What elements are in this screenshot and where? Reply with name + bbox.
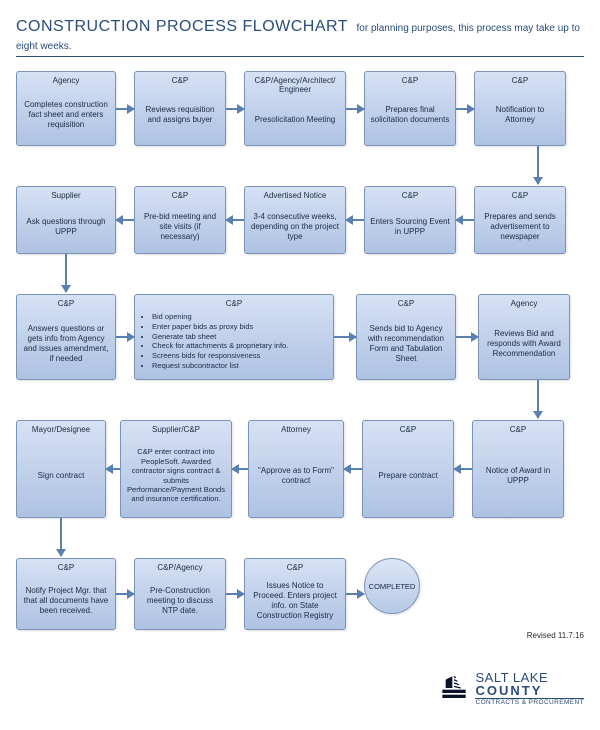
arrow-left-icon [344, 468, 362, 470]
arrow-right-icon [116, 108, 134, 110]
arrow-down-icon [537, 380, 539, 418]
node-preconstruction-meeting: C&P/Agency Pre-Construction meeting to d… [134, 558, 226, 630]
node-notice-award: C&P Notice of Award in UPPP [472, 420, 564, 518]
node-prepare-contract: C&P Prepare contract [362, 420, 454, 518]
arrow-right-icon [346, 108, 364, 110]
node-supplier-questions: Supplier Ask questions through UPPP [16, 186, 116, 254]
arrow-left-icon [232, 468, 248, 470]
revised-date: Revised 11.7.16 [527, 631, 584, 640]
logo-text: SALT LAKE COUNTY CONTRACTS & PROCUREMENT [475, 671, 584, 707]
flowchart: Agency Completes construction fact sheet… [16, 71, 584, 630]
node-notify-attorney: C&P Notification to Attorney [474, 71, 566, 146]
node-final-docs: C&P Prepares final solicitation document… [364, 71, 456, 146]
node-notice-proceed: C&P Issues Notice to Proceed. Enters pro… [244, 558, 346, 630]
row-5: C&P Notify Project Mgr. that that all do… [16, 558, 584, 630]
node-bid-opening: C&P Bid opening Enter paper bids as prox… [134, 294, 334, 380]
arrow-left-icon [346, 219, 364, 221]
node-notify-pm: C&P Notify Project Mgr. that that all do… [16, 558, 116, 630]
node-award-recommendation: Agency Reviews Bid and responds with Awa… [478, 294, 570, 380]
row-3: C&P Answers questions or gets info from … [16, 294, 584, 380]
arrow-down-icon [60, 518, 62, 556]
node-sourcing-event: C&P Enters Sourcing Event in UPPP [364, 186, 456, 254]
node-presolicitation: C&P/Agency/Architect/ Engineer Presolici… [244, 71, 346, 146]
arrow-left-icon [106, 468, 120, 470]
node-sends-bid-agency: C&P Sends bid to Agency with recommendat… [356, 294, 456, 380]
arrow-left-icon [454, 468, 472, 470]
node-advertisement-newspaper: C&P Prepares and sends advertisement to … [474, 186, 566, 254]
arrow-right-icon [116, 593, 134, 595]
node-advertised-notice: Advertised Notice 3-4 consecutive weeks,… [244, 186, 346, 254]
node-peoplesoft-contract: Supplier/C&P C&P enter contract into Peo… [120, 420, 232, 518]
page-title: CONSTRUCTION PROCESS FLOWCHART [16, 18, 348, 35]
node-prebid-meeting: C&P Pre-bid meeting and site visits (if … [134, 186, 226, 254]
arrow-left-icon [456, 219, 474, 221]
arrow-down-icon [537, 146, 539, 184]
arrow-right-icon [456, 108, 474, 110]
node-completed: COMPLETED [364, 558, 420, 614]
arrow-right-icon [226, 108, 244, 110]
arrow-left-icon [116, 219, 134, 221]
node-attorney-approve: Attorney "Approve as to Form" contract [248, 420, 344, 518]
row-1: Agency Completes construction fact sheet… [16, 71, 584, 146]
arrow-right-icon [116, 336, 134, 338]
arrow-right-icon [226, 593, 244, 595]
title-row: CONSTRUCTION PROCESS FLOWCHART for plann… [16, 18, 584, 57]
node-answers-amendment: C&P Answers questions or gets info from … [16, 294, 116, 380]
logo-mark-icon [439, 673, 469, 703]
row-4: Mayor/Designee Sign contract Supplier/C&… [16, 420, 584, 518]
node-sign-contract: Mayor/Designee Sign contract [16, 420, 106, 518]
node-cp-review: C&P Reviews requisition and assigns buye… [134, 71, 226, 146]
arrow-right-icon [456, 336, 478, 338]
arrow-right-icon [334, 336, 356, 338]
county-logo: SALT LAKE COUNTY CONTRACTS & PROCUREMENT [439, 671, 584, 707]
arrow-left-icon [226, 219, 244, 221]
row-2: Supplier Ask questions through UPPP C&P … [16, 186, 584, 254]
arrow-down-icon [65, 254, 67, 292]
node-bid-opening-list: Bid opening Enter paper bids as proxy bi… [140, 312, 328, 371]
arrow-right-icon [346, 593, 364, 595]
node-agency-factsheet: Agency Completes construction fact sheet… [16, 71, 116, 146]
